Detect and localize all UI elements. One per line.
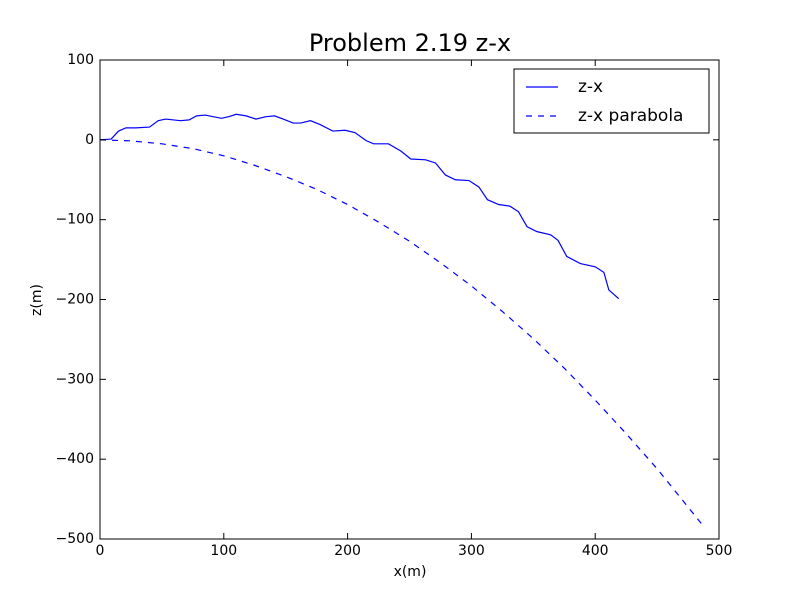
- legend-label: z-x parabola: [578, 106, 683, 126]
- x-tick-label: 500: [706, 543, 733, 559]
- x-tick-label: 300: [458, 543, 485, 559]
- x-tick-label: 200: [334, 543, 361, 559]
- x-axis-label: x(m): [394, 564, 427, 580]
- legend-box: [513, 68, 710, 134]
- y-tick-label: −500: [56, 531, 94, 547]
- data-line: [99, 113, 620, 300]
- y-tick-label: 0: [85, 132, 94, 148]
- y-tick-label: 100: [67, 52, 94, 68]
- y-axis-label: z(m): [29, 284, 45, 316]
- chart-title: Problem 2.19 z-x: [309, 29, 511, 57]
- x-tick-label: 0: [96, 543, 105, 559]
- y-tick-label: −100: [56, 212, 94, 228]
- x-tick-label: 400: [582, 543, 609, 559]
- x-tick-label: 100: [210, 543, 237, 559]
- data-line: [99, 139, 705, 528]
- y-tick-label: −200: [56, 292, 94, 308]
- y-tick-label: −400: [56, 451, 94, 467]
- legend-label: z-x: [578, 77, 603, 97]
- y-tick-label: −300: [56, 371, 94, 387]
